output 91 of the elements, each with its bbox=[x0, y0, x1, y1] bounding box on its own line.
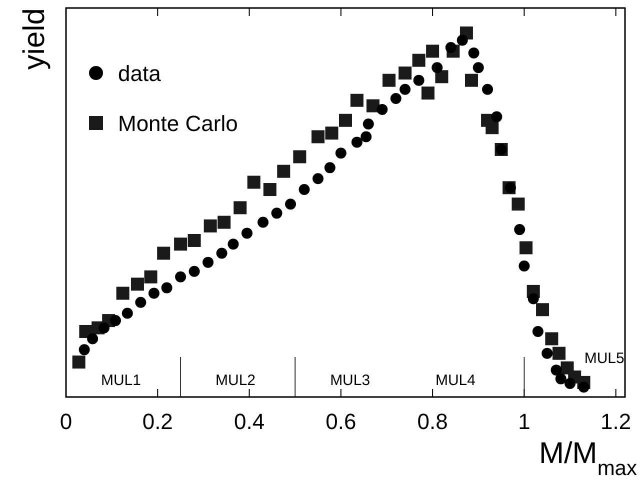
point bbox=[285, 198, 296, 210]
x-tick-label: 0.4 bbox=[234, 409, 265, 434]
point bbox=[412, 54, 426, 67]
point bbox=[376, 104, 388, 115]
point bbox=[398, 66, 412, 80]
point bbox=[536, 303, 550, 316]
x-axis-title: M/M$_{max}$ bbox=[538, 437, 638, 480]
point bbox=[216, 248, 228, 259]
point bbox=[413, 74, 424, 86]
point bbox=[277, 164, 290, 178]
point bbox=[552, 346, 566, 360]
point bbox=[445, 42, 456, 54]
point bbox=[228, 238, 239, 250]
point bbox=[202, 256, 214, 268]
annotation: MUL3 bbox=[330, 372, 370, 389]
point bbox=[390, 93, 402, 104]
point bbox=[325, 126, 338, 140]
point bbox=[122, 308, 133, 319]
annotation: MUL4 bbox=[435, 372, 476, 389]
point bbox=[204, 219, 217, 232]
point bbox=[98, 322, 110, 334]
point bbox=[298, 184, 310, 196]
point bbox=[110, 315, 121, 326]
x-tick-label: 1 bbox=[518, 409, 530, 434]
point bbox=[550, 364, 562, 376]
point bbox=[293, 150, 306, 164]
point bbox=[426, 44, 440, 58]
annotation: MUL1 bbox=[100, 372, 141, 389]
point bbox=[564, 378, 576, 390]
point bbox=[545, 332, 558, 346]
point bbox=[528, 293, 539, 304]
point bbox=[435, 70, 448, 84]
x-tick-label: 1.2 bbox=[600, 409, 632, 434]
y-axis-title: yield bbox=[18, 8, 51, 70]
point bbox=[188, 266, 200, 277]
point bbox=[87, 333, 98, 344]
point bbox=[161, 282, 172, 294]
point bbox=[335, 148, 346, 159]
point bbox=[130, 278, 144, 291]
point bbox=[351, 136, 362, 148]
point bbox=[175, 271, 186, 282]
point bbox=[258, 216, 269, 228]
point bbox=[520, 241, 533, 254]
point bbox=[400, 84, 411, 95]
point bbox=[116, 286, 130, 300]
point bbox=[555, 373, 566, 384]
point bbox=[486, 121, 499, 134]
point bbox=[421, 86, 434, 100]
point bbox=[72, 356, 86, 369]
point bbox=[174, 238, 188, 251]
point bbox=[514, 224, 526, 236]
point bbox=[532, 326, 544, 337]
point bbox=[350, 94, 364, 107]
point bbox=[482, 84, 494, 95]
point bbox=[263, 183, 276, 196]
point bbox=[465, 74, 478, 87]
point bbox=[362, 118, 374, 130]
point bbox=[324, 162, 336, 174]
point bbox=[382, 74, 396, 87]
point bbox=[456, 34, 468, 46]
legend-label: data bbox=[118, 61, 162, 86]
point bbox=[542, 348, 553, 359]
point bbox=[144, 270, 158, 284]
point bbox=[157, 246, 170, 260]
point bbox=[218, 216, 231, 229]
point bbox=[432, 62, 443, 74]
x-tick-label: 0.6 bbox=[326, 409, 356, 434]
point bbox=[312, 130, 325, 144]
legend-label: Monte Carlo bbox=[118, 111, 238, 136]
point bbox=[339, 114, 352, 127]
point bbox=[78, 344, 90, 356]
x-tick-label: 0.2 bbox=[142, 409, 173, 434]
point bbox=[472, 62, 484, 74]
annotation: MUL2 bbox=[216, 372, 256, 389]
point bbox=[271, 208, 282, 219]
point bbox=[247, 176, 260, 189]
point bbox=[188, 234, 201, 247]
point bbox=[234, 201, 247, 214]
x-tick-label: 0 bbox=[60, 409, 72, 434]
x-tick-label: 0.8 bbox=[417, 409, 448, 434]
point bbox=[241, 228, 252, 239]
point bbox=[360, 131, 372, 142]
point bbox=[512, 198, 525, 211]
point bbox=[135, 296, 146, 308]
point bbox=[518, 260, 530, 272]
point bbox=[468, 48, 480, 59]
point bbox=[578, 382, 590, 393]
point bbox=[491, 111, 502, 122]
point bbox=[312, 173, 324, 184]
point bbox=[148, 288, 160, 299]
annotation: MUL5 bbox=[584, 350, 624, 367]
